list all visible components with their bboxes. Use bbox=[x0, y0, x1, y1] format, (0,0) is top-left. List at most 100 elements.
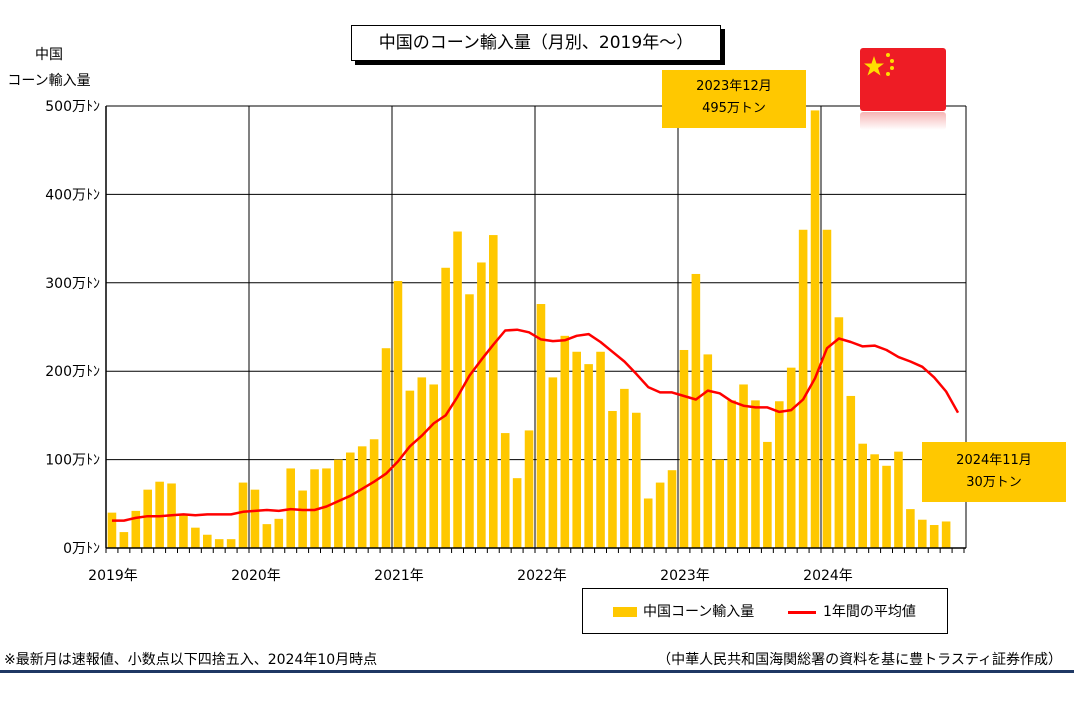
callout-peak-value: 495万トン bbox=[702, 101, 766, 116]
bar bbox=[763, 441, 772, 548]
bar bbox=[310, 469, 319, 548]
x-year-label: 2023年 bbox=[660, 568, 710, 584]
y-tick-label: 300万ﾄﾝ bbox=[45, 276, 100, 292]
bar bbox=[608, 410, 617, 548]
bar bbox=[536, 304, 546, 548]
bar bbox=[560, 335, 570, 548]
bar bbox=[798, 229, 808, 548]
bar bbox=[655, 482, 665, 548]
bar bbox=[274, 518, 284, 548]
bar bbox=[226, 539, 236, 548]
callout-latest-date: 2024年11月 bbox=[956, 453, 1032, 468]
y-tick-label: 0万ﾄﾝ bbox=[63, 541, 100, 557]
flag-small-star bbox=[890, 59, 894, 63]
bar bbox=[155, 481, 164, 548]
y-axis-label-measure: コーン輸入量 bbox=[7, 73, 91, 89]
bar bbox=[250, 489, 260, 548]
bar bbox=[477, 262, 486, 548]
average-line bbox=[112, 328, 960, 522]
bar bbox=[512, 478, 522, 548]
bar bbox=[775, 401, 784, 548]
callout-latest-value: 30万トン bbox=[966, 475, 1022, 490]
chart-plot: 0万ﾄﾝ 100万ﾄﾝ 200万ﾄﾝ 300万ﾄﾝ 400万ﾄﾝ 500万ﾄﾝ 2019年 2… bbox=[45, 99, 967, 584]
bar bbox=[298, 490, 307, 548]
y-tick-label: 200万ﾄﾝ bbox=[45, 364, 100, 380]
bar bbox=[346, 452, 355, 548]
y-tick-label: 400万ﾄﾝ bbox=[45, 187, 100, 203]
x-year-label: 2019年 bbox=[88, 568, 138, 584]
bar bbox=[679, 349, 689, 548]
bar bbox=[107, 512, 117, 548]
bar bbox=[465, 294, 474, 548]
source-note: （中華人民共和国海関総署の資料を基に豊トラスティ証券作成） bbox=[657, 652, 1062, 668]
bar bbox=[322, 468, 331, 548]
bar bbox=[584, 364, 593, 548]
bar bbox=[405, 390, 415, 548]
flag-small-star bbox=[886, 72, 890, 76]
bar bbox=[429, 384, 438, 548]
bar bbox=[119, 532, 129, 548]
flag-reflection bbox=[860, 112, 946, 130]
chart-title: 中国のコーン輸入量（月別、2019年～） bbox=[351, 25, 721, 61]
bar bbox=[918, 519, 927, 548]
bar bbox=[417, 377, 427, 548]
bar bbox=[214, 539, 224, 548]
legend: 中国コーン輸入量 1年間の平均値 bbox=[582, 588, 948, 634]
y-axis-label-country: 中国 bbox=[35, 47, 63, 63]
y-tick-label: 100万ﾄﾝ bbox=[45, 453, 100, 469]
bar bbox=[822, 229, 832, 548]
bar bbox=[203, 534, 212, 548]
bottom-rule bbox=[0, 670, 1074, 673]
legend-line-swatch bbox=[788, 611, 816, 614]
flag-small-star bbox=[890, 66, 894, 70]
china-flag-icon bbox=[860, 48, 946, 111]
bar bbox=[238, 482, 248, 548]
legend-line-label: 1年間の平均値 bbox=[823, 604, 916, 620]
bar bbox=[834, 317, 844, 548]
bar bbox=[703, 354, 713, 548]
x-year-label: 2020年 bbox=[231, 568, 281, 584]
bar bbox=[453, 231, 462, 548]
bar bbox=[131, 510, 141, 548]
legend-bar-swatch bbox=[613, 607, 637, 617]
bar bbox=[334, 459, 343, 548]
bar bbox=[894, 451, 903, 548]
bar bbox=[846, 395, 856, 548]
bar bbox=[643, 498, 653, 548]
bar bbox=[500, 433, 510, 548]
bar bbox=[715, 459, 724, 548]
bar bbox=[691, 273, 701, 548]
bar bbox=[906, 509, 915, 548]
bar bbox=[143, 489, 152, 548]
bar bbox=[572, 351, 581, 548]
bar bbox=[882, 465, 891, 548]
bar bbox=[179, 514, 188, 548]
bar bbox=[786, 367, 796, 548]
bar bbox=[596, 351, 605, 548]
x-year-label: 2021年 bbox=[374, 568, 424, 584]
bar bbox=[929, 525, 939, 548]
bar bbox=[870, 454, 879, 548]
bar bbox=[262, 524, 272, 548]
bar bbox=[381, 348, 391, 548]
bar bbox=[548, 377, 558, 548]
bar bbox=[632, 412, 641, 548]
flag-small-star bbox=[886, 53, 890, 57]
callout-latest: 2024年11月 30万トン bbox=[922, 442, 1066, 502]
bar bbox=[810, 110, 820, 549]
bar bbox=[667, 470, 677, 548]
bar bbox=[489, 235, 498, 548]
bar bbox=[191, 527, 200, 548]
bar bbox=[441, 267, 450, 548]
x-year-label: 2024年 bbox=[803, 568, 853, 584]
callout-peak-date: 2023年12月 bbox=[696, 79, 772, 94]
y-tick-label: 500万ﾄﾝ bbox=[45, 99, 100, 115]
flag-big-star bbox=[864, 56, 884, 76]
callout-peak: 2023年12月 495万トン bbox=[662, 70, 806, 128]
bar bbox=[393, 281, 403, 548]
bar bbox=[524, 430, 534, 548]
bar bbox=[357, 446, 367, 548]
bar bbox=[369, 439, 379, 548]
bar bbox=[727, 400, 736, 548]
bar bbox=[751, 400, 760, 548]
